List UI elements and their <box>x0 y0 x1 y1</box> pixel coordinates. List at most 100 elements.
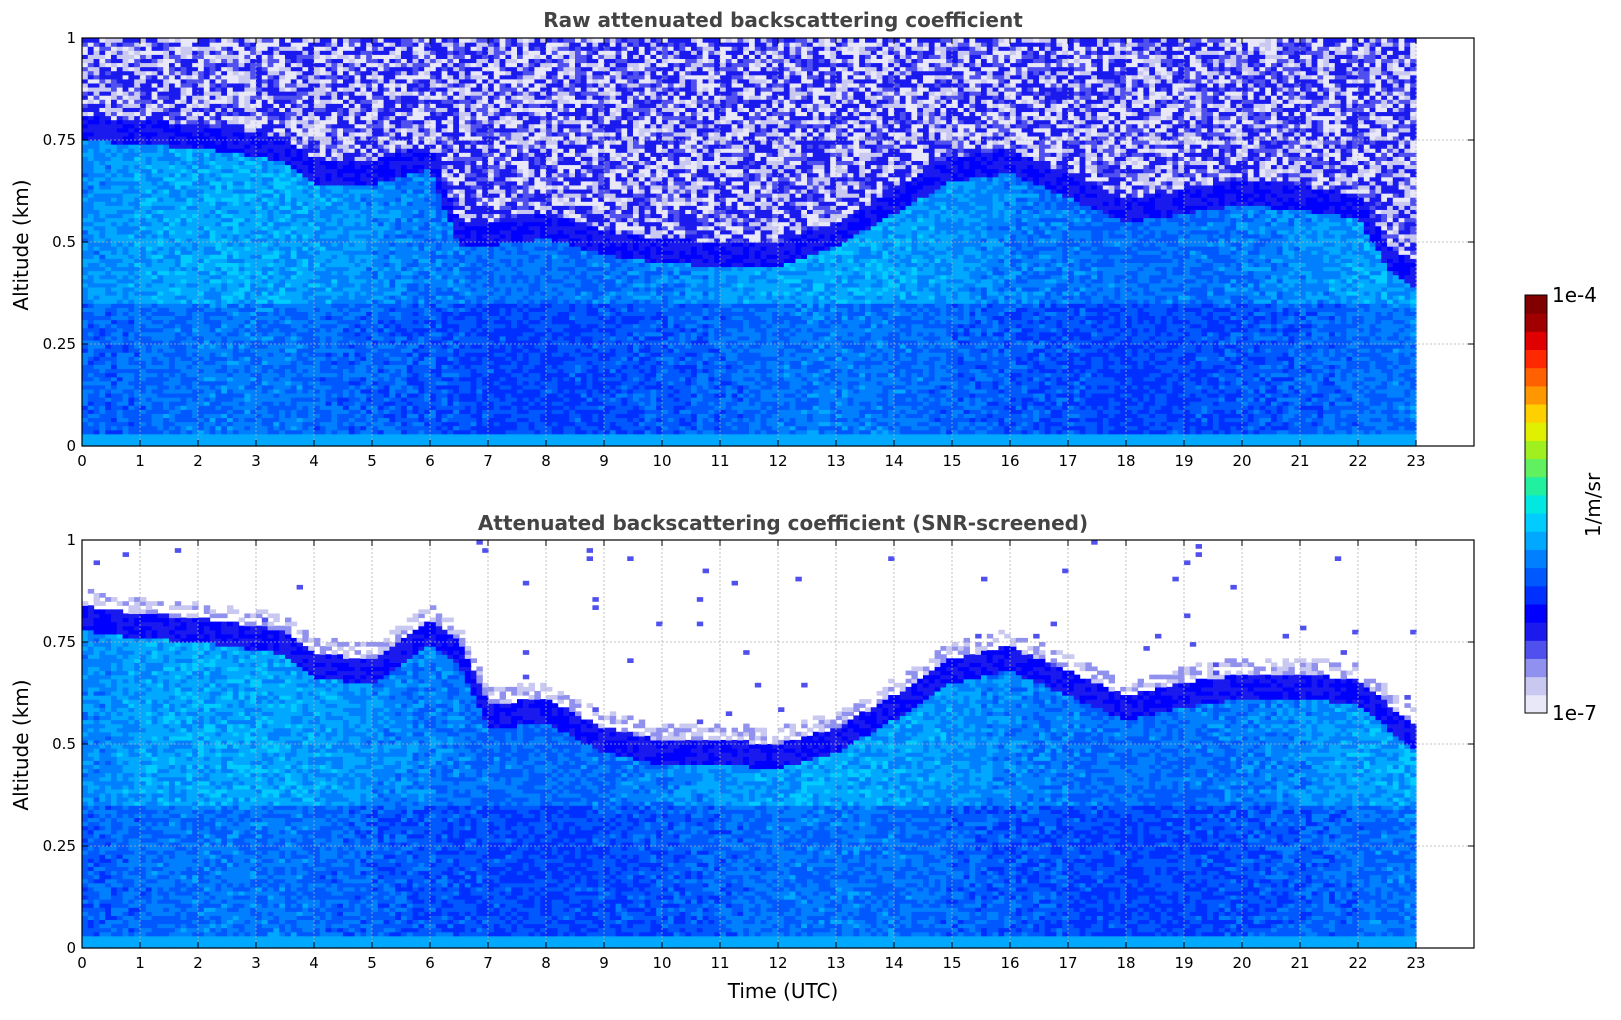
heatmap-cell <box>88 38 94 43</box>
heatmap-cell <box>82 144 88 149</box>
heatmap-cell <box>105 385 111 390</box>
heatmap-cell <box>99 103 105 108</box>
heatmap-cell <box>111 422 117 427</box>
heatmap-cell <box>105 87 111 92</box>
heatmap-cell <box>111 79 117 84</box>
heatmap-cell <box>128 111 134 116</box>
heatmap-cell <box>117 356 123 361</box>
heatmap-cell <box>82 377 88 382</box>
heatmap-cell <box>94 438 100 443</box>
heatmap-cell <box>128 95 134 100</box>
heatmap-cell <box>111 164 117 169</box>
heatmap-cell <box>88 360 94 365</box>
heatmap-cell <box>105 152 111 157</box>
heatmap-cell <box>128 344 134 349</box>
heatmap-cell <box>88 417 94 422</box>
heatmap-cell <box>88 389 94 394</box>
heatmap-cell <box>82 91 88 96</box>
heatmap-cell <box>117 79 123 84</box>
heatmap-cell <box>88 377 94 382</box>
heatmap-cell <box>123 107 129 112</box>
heatmap-cell <box>94 181 100 186</box>
heatmap-cell <box>111 140 117 145</box>
heatmap-cell <box>88 181 94 186</box>
heatmap-cell <box>123 185 129 190</box>
heatmap-cell <box>123 311 129 316</box>
heatmap-cell <box>128 426 134 431</box>
heatmap-cell <box>123 111 129 116</box>
heatmap-cell <box>94 275 100 280</box>
heatmap-cell <box>94 58 100 63</box>
heatmap-cell <box>94 377 100 382</box>
heatmap-cell <box>111 385 117 390</box>
heatmap-cell <box>123 377 129 382</box>
heatmap-cell <box>88 311 94 316</box>
heatmap-cell <box>88 222 94 227</box>
heatmap-cell <box>99 385 105 390</box>
heatmap-cell <box>111 144 117 149</box>
heatmap-cell <box>82 156 88 161</box>
heatmap-cell <box>128 434 134 439</box>
heatmap-cell <box>88 177 94 182</box>
heatmap-cell <box>111 50 117 55</box>
heatmap-cell <box>105 320 111 325</box>
heatmap-cell <box>82 430 88 435</box>
heatmap-cell <box>88 275 94 280</box>
heatmap-cell <box>117 95 123 100</box>
heatmap-cell <box>88 303 94 308</box>
heatmap-cell <box>105 352 111 357</box>
heatmap-cell <box>123 434 129 439</box>
heatmap-cell <box>99 116 105 121</box>
heatmap-cell <box>99 360 105 365</box>
heatmap-cell <box>111 189 117 194</box>
heatmap-cell <box>128 75 134 80</box>
heatmap-cell <box>105 250 111 255</box>
heatmap-cell <box>82 181 88 186</box>
heatmap-cell <box>111 226 117 231</box>
heatmap-cell <box>123 201 129 206</box>
heatmap-cell <box>111 185 117 190</box>
heatmap-cell <box>105 348 111 353</box>
heatmap-cell <box>82 226 88 231</box>
heatmap-cell <box>128 389 134 394</box>
heatmap-cell <box>123 234 129 239</box>
heatmap-cell <box>82 87 88 92</box>
heatmap-cell <box>99 62 105 67</box>
heatmap-cell <box>128 152 134 157</box>
heatmap-cell <box>99 181 105 186</box>
heatmap-cell <box>123 352 129 357</box>
heatmap-cell <box>99 434 105 439</box>
heatmap-cell <box>94 336 100 341</box>
heatmap-cell <box>82 413 88 418</box>
heatmap-cell <box>117 120 123 125</box>
heatmap-cell <box>105 128 111 133</box>
heatmap-cell <box>111 71 117 76</box>
heatmap-cell <box>117 185 123 190</box>
heatmap-cell <box>82 250 88 255</box>
heatmap-cell <box>99 271 105 276</box>
heatmap-cell <box>123 389 129 394</box>
heatmap-cell <box>94 75 100 80</box>
heatmap-cell <box>105 67 111 72</box>
heatmap-cell <box>128 271 134 276</box>
heatmap-cell <box>82 79 88 84</box>
heatmap-cell <box>105 103 111 108</box>
heatmap-cell <box>105 299 111 304</box>
heatmap-cell <box>105 234 111 239</box>
heatmap-cell <box>99 254 105 259</box>
heatmap-cell <box>99 50 105 55</box>
heatmap-cell <box>105 230 111 235</box>
heatmap-cell <box>140 377 146 382</box>
heatmap-cell <box>88 266 94 271</box>
heatmap-cell <box>111 315 117 320</box>
heatmap-cell <box>82 213 88 218</box>
heatmap-cell <box>94 246 100 251</box>
heatmap-cell <box>82 230 88 235</box>
heatmap-cell <box>128 352 134 357</box>
heatmap-cell <box>94 373 100 378</box>
heatmap-cell <box>99 177 105 182</box>
heatmap-cell <box>111 160 117 165</box>
heatmap-cell <box>105 254 111 259</box>
heatmap-cell <box>140 385 146 390</box>
heatmap-cell <box>99 189 105 194</box>
